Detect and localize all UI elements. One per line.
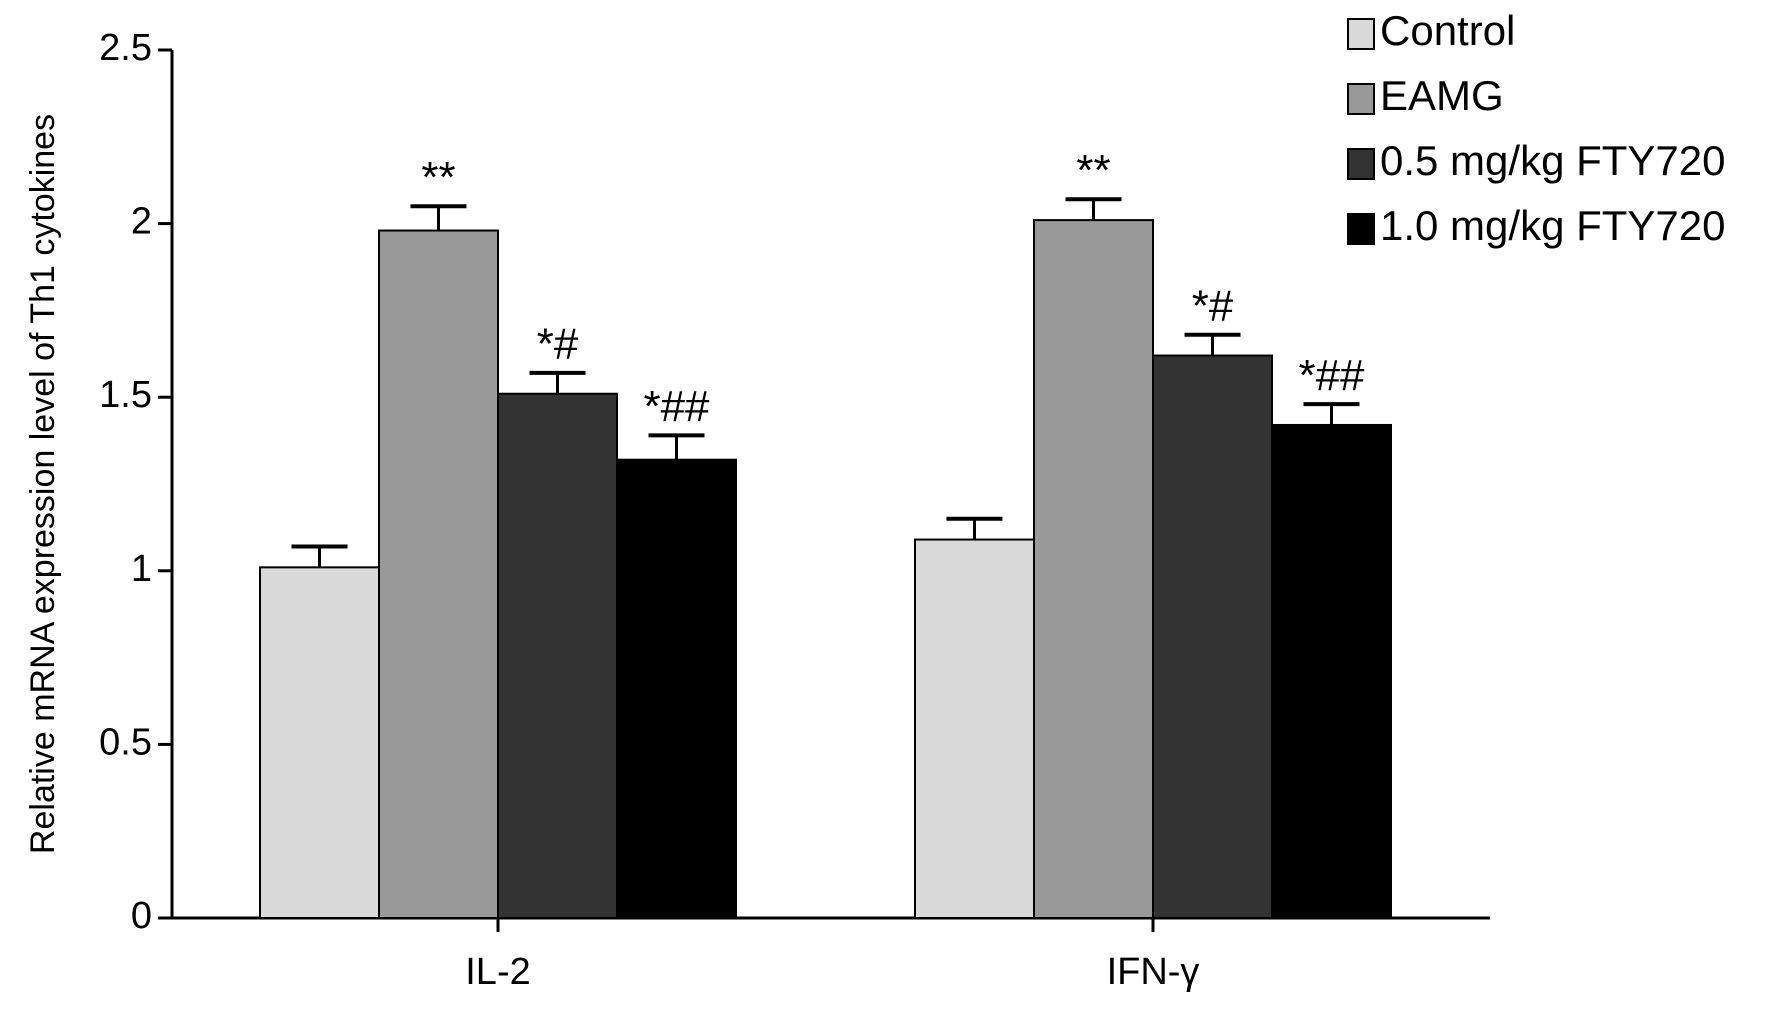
bar [1033, 219, 1154, 920]
legend-swatch [1347, 213, 1375, 245]
legend-label: 1.0 mg/kg FTY720 [1380, 202, 1726, 249]
y-axis-label: Relative mRNA expression level of Th1 cy… [24, 114, 62, 854]
legend-label: EAMG [1380, 72, 1504, 119]
legend-label: Control [1380, 7, 1515, 54]
bar [914, 538, 1035, 919]
bar [616, 458, 737, 919]
significance-label: *## [643, 382, 710, 431]
y-tick-label: 0.5 [99, 721, 152, 763]
legend-swatch [1347, 83, 1375, 115]
y-tick-label: 2 [131, 201, 152, 243]
significance-label: ** [1076, 146, 1110, 195]
legend-swatch [1347, 18, 1375, 50]
x-tick-label: IFN-γ [1107, 951, 1200, 993]
significance-label: ** [421, 153, 455, 202]
y-tick-label: 2.5 [99, 27, 152, 69]
x-tick-label: IL-2 [465, 951, 530, 993]
y-tick-label: 0 [131, 895, 152, 937]
bar [378, 229, 499, 919]
significance-label: *## [1298, 351, 1365, 400]
bar [259, 566, 380, 919]
bar [1271, 423, 1392, 919]
bar [497, 392, 618, 919]
bar [1152, 354, 1273, 919]
y-tick-label: 1 [131, 548, 152, 590]
significance-label: *# [537, 320, 579, 369]
significance-label: *# [1192, 281, 1234, 330]
legend-label: 0.5 mg/kg FTY720 [1380, 137, 1726, 184]
legend-swatch [1347, 148, 1375, 180]
y-tick-label: 1.5 [99, 374, 152, 416]
